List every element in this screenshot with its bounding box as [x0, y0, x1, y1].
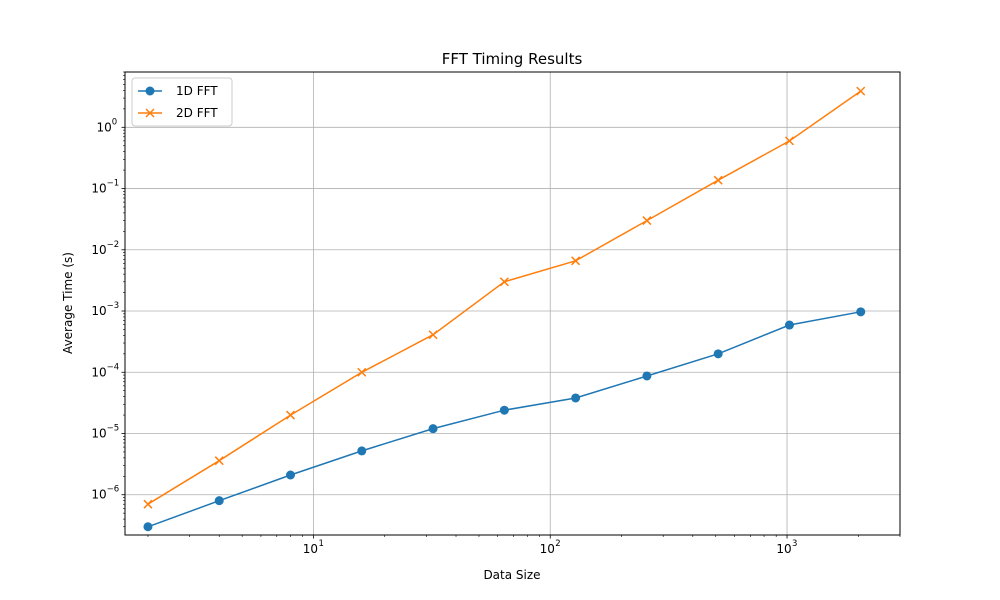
- y-tick-label: 10: [91, 304, 106, 318]
- y-tick-exponent: −3: [107, 301, 120, 311]
- data-point-2d-fft: [499, 277, 509, 287]
- legend-box: [131, 77, 233, 127]
- data-point-1d-fft: [143, 522, 153, 532]
- data-point-2d-fft: [214, 456, 224, 466]
- y-tick-label: 10: [91, 182, 106, 196]
- y-tick-label: 10: [91, 365, 106, 379]
- y-tick-exponent: −2: [107, 240, 120, 250]
- data-point-2d-fft: [856, 86, 866, 96]
- plot-area-frame: [124, 71, 901, 536]
- data-point-2d-fft: [784, 136, 794, 146]
- data-point-1d-fft: [713, 349, 723, 359]
- y-tick-label: 10: [97, 120, 112, 134]
- data-point-1d-fft: [499, 405, 509, 415]
- x-tick-exponent: 2: [555, 539, 560, 549]
- y-tick-exponent: 0: [112, 117, 117, 127]
- series-layer: [143, 86, 866, 532]
- x-tick-label: 10: [303, 542, 318, 556]
- axis-ticks: 10 1 10 2 10 310 −610 −510 −410 −310 −210 −110 0: [91, 71, 901, 556]
- data-point-1d-fft: [286, 470, 296, 480]
- y-tick-exponent: −4: [107, 362, 120, 372]
- data-point-2d-fft: [143, 499, 153, 509]
- y-tick-exponent: −6: [107, 485, 120, 495]
- chart-title: FFT Timing Results: [442, 50, 583, 68]
- data-point-2d-fft: [428, 330, 438, 340]
- legend-label-1d-fft: 1D FFT: [176, 84, 218, 98]
- y-tick-label: 10: [91, 426, 106, 440]
- legend-marker-1d-fft: [145, 86, 155, 96]
- data-point-2d-fft: [571, 256, 581, 266]
- data-point-1d-fft: [214, 496, 224, 506]
- data-point-2d-fft: [713, 175, 723, 185]
- legend-marker-2d-fft: [145, 108, 155, 118]
- x-tick-exponent: 3: [792, 539, 797, 549]
- x-tick-label: 10: [776, 542, 791, 556]
- y-axis-title: Average Time (s): [61, 252, 75, 354]
- data-point-1d-fft: [428, 424, 438, 434]
- data-point-2d-fft: [642, 216, 652, 226]
- grid-lines: [125, 72, 900, 535]
- x-axis-title: Data Size: [483, 568, 540, 582]
- x-tick-label: 10: [540, 542, 555, 556]
- data-point-2d-fft: [285, 410, 296, 420]
- data-point-1d-fft: [357, 446, 367, 456]
- y-tick-label: 10: [91, 243, 106, 257]
- data-point-1d-fft: [642, 371, 652, 381]
- y-tick-exponent: −1: [107, 179, 120, 189]
- data-point-2d-fft: [357, 367, 367, 377]
- data-point-1d-fft: [856, 307, 866, 317]
- legend-label-2d-fft: 2D FFT: [176, 106, 218, 120]
- x-tick-exponent: 1: [318, 539, 323, 549]
- y-tick-label: 10: [91, 488, 106, 502]
- data-point-1d-fft: [784, 320, 794, 330]
- y-tick-exponent: −5: [107, 423, 120, 433]
- data-point-1d-fft: [571, 393, 581, 403]
- legend: 1D FFT 2D FFT: [131, 77, 233, 127]
